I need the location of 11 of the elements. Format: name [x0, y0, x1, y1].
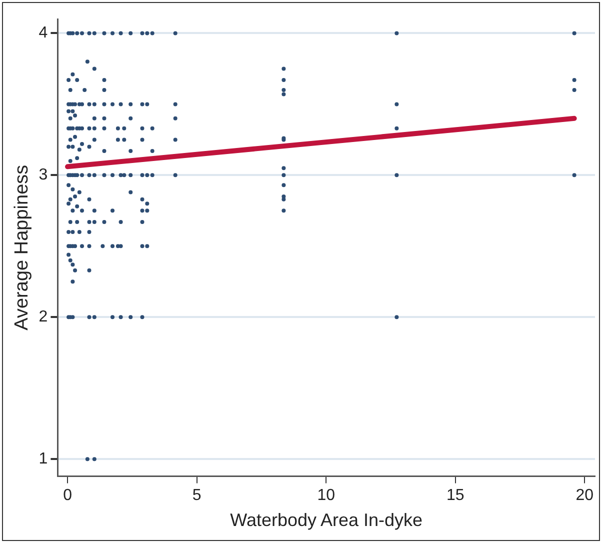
y-tick-label: 1: [38, 450, 48, 468]
y-tick-label: 3: [38, 166, 48, 184]
y-tick-label: 4: [38, 24, 48, 42]
x-axis-title: Waterbody Area In-dyke: [230, 510, 423, 530]
x-tick-label: 15: [446, 487, 464, 504]
x-tick-label: 20: [576, 487, 594, 504]
x-tick-label: 0: [63, 487, 72, 504]
x-tick-label: 10: [317, 487, 336, 504]
y-axis-title: Average Happiness: [12, 164, 33, 330]
y-tick-label: 2: [38, 308, 48, 326]
x-tick-label: 5: [192, 487, 202, 504]
